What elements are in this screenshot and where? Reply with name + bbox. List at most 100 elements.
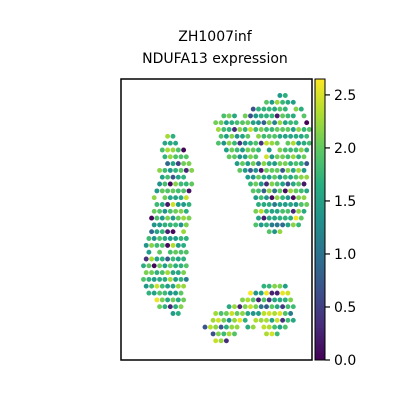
chart-title-line2: NDUFA13 expression — [142, 51, 288, 67]
expression-spot — [242, 167, 248, 173]
expression-spot — [282, 93, 288, 98]
expression-spot — [242, 127, 248, 132]
colorbar-ticks: 0.0 0.5 1.0 1.5 2.0 2.5 — [325, 88, 356, 369]
expression-spot — [274, 208, 280, 214]
expression-spot — [178, 236, 184, 241]
expression-spot — [258, 195, 264, 201]
expression-spot — [167, 222, 173, 228]
expression-spot — [234, 120, 240, 126]
expression-spot — [213, 120, 219, 126]
expression-spot — [173, 222, 179, 228]
expression-spot — [274, 222, 280, 228]
expression-spot — [264, 195, 269, 201]
expression-spot — [285, 290, 291, 296]
expression-spot — [298, 174, 304, 180]
expression-spot — [175, 283, 181, 289]
colorbar — [314, 78, 326, 361]
expression-spot — [178, 195, 184, 201]
expression-spot — [285, 208, 291, 214]
expression-spot — [175, 161, 181, 167]
expression-spot — [242, 304, 248, 310]
expression-spot — [264, 208, 269, 214]
expression-spot — [253, 167, 259, 173]
expression-spot — [266, 324, 272, 330]
expression-spot — [181, 229, 187, 235]
expression-spot — [157, 236, 163, 241]
expression-spot — [154, 215, 160, 221]
expression-spot — [183, 195, 189, 201]
expression-spot — [261, 161, 267, 167]
expression-spot — [282, 215, 288, 221]
expression-spot — [250, 147, 256, 153]
expression-spot — [301, 181, 307, 187]
expression-spot — [277, 297, 283, 303]
expression-spot — [248, 140, 253, 146]
expression-spot — [301, 127, 307, 132]
expression-spot — [256, 120, 261, 126]
expression-spot — [277, 133, 283, 139]
expression-spot — [178, 181, 184, 187]
expression-spot — [269, 167, 275, 173]
expression-spot — [183, 181, 189, 187]
expression-spot — [162, 290, 168, 296]
expression-spot — [210, 331, 216, 337]
expression-spot — [256, 106, 261, 112]
expression-spot — [181, 147, 187, 153]
expression-spot — [272, 229, 278, 235]
colorbar-tick-label: 1.0 — [334, 247, 356, 263]
expression-spot — [245, 311, 251, 316]
expression-spot — [280, 195, 286, 201]
expression-spot — [304, 174, 310, 180]
expression-spot — [288, 161, 294, 167]
expression-spot — [274, 331, 280, 337]
expression-spot — [154, 270, 160, 276]
expression-spot — [293, 202, 299, 207]
expression-spot — [288, 188, 294, 194]
expression-spot — [253, 317, 259, 323]
expression-spot — [285, 222, 291, 228]
expression-spot — [256, 202, 261, 207]
expression-spot — [266, 120, 272, 126]
expression-spot — [162, 304, 168, 310]
expression-spot — [266, 202, 272, 207]
expression-spot — [269, 154, 275, 160]
expression-spot — [245, 324, 251, 330]
expression-spot — [178, 222, 184, 228]
expression-spot — [293, 133, 299, 139]
expression-spot — [210, 317, 216, 323]
expression-spot — [149, 270, 155, 276]
expression-spot — [223, 120, 229, 126]
expression-spot — [264, 99, 269, 105]
expression-spot — [141, 276, 146, 282]
expression-spot — [173, 263, 179, 269]
expression-spot — [285, 154, 291, 160]
expression-spot — [157, 249, 163, 255]
expression-spot — [143, 242, 149, 248]
expression-spot — [245, 297, 251, 303]
expression-spot — [298, 133, 304, 139]
expression-spot — [173, 195, 179, 201]
expression-spot — [277, 106, 283, 112]
expression-spot — [189, 181, 195, 187]
expression-spot — [282, 202, 288, 207]
expression-spot — [175, 202, 181, 207]
expression-spot — [178, 263, 184, 269]
expression-spot — [245, 161, 251, 167]
expression-spot — [165, 256, 171, 262]
expression-spot — [288, 297, 294, 303]
expression-spot — [253, 140, 259, 146]
expression-spot — [250, 188, 256, 194]
expression-spot — [181, 283, 187, 289]
expression-spot — [167, 140, 173, 146]
expression-spot — [253, 195, 259, 201]
expression-spot — [258, 317, 264, 323]
expression-spot — [293, 161, 299, 167]
expression-spot — [178, 167, 184, 173]
expression-spot — [183, 222, 189, 228]
expression-spot — [157, 304, 163, 310]
colorbar-tick-label: 0.5 — [334, 300, 356, 316]
expression-spot — [274, 127, 280, 132]
expression-spot — [266, 283, 272, 289]
expression-spot — [274, 317, 280, 323]
expression-spot — [269, 290, 275, 296]
